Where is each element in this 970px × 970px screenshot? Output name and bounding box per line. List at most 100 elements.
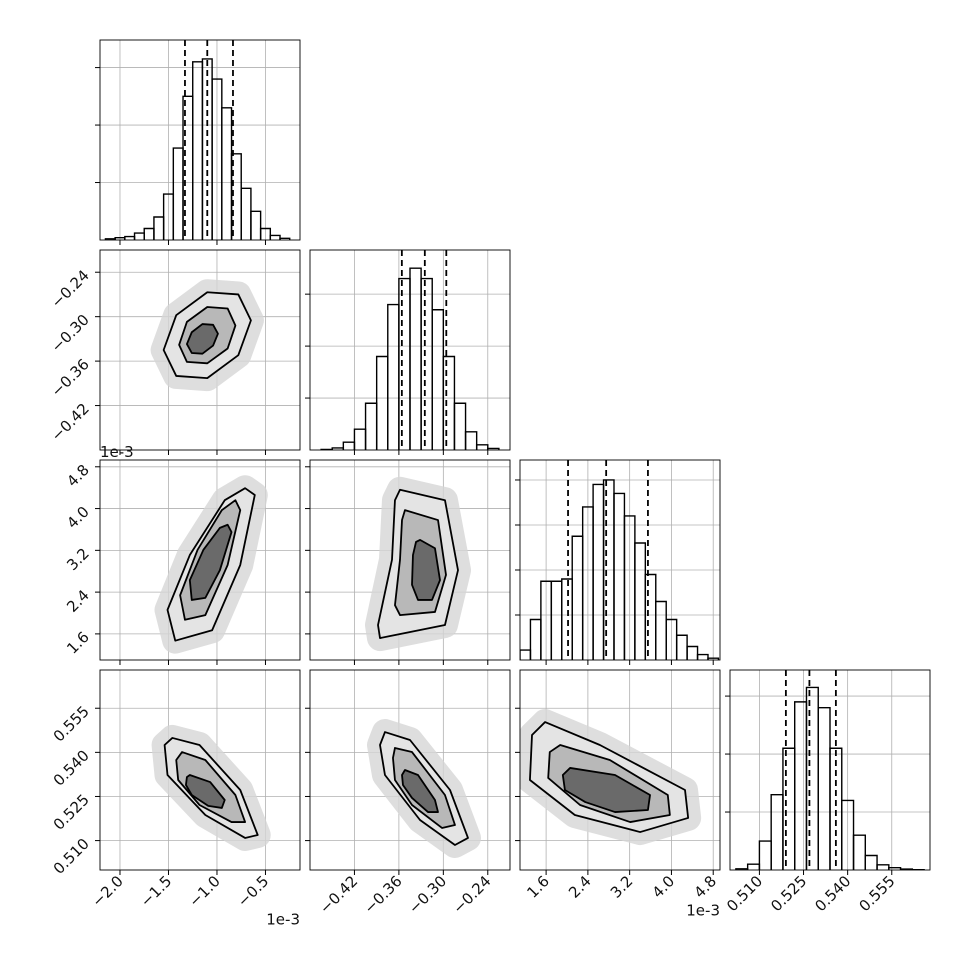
histogram-bin bbox=[153, 216, 165, 240]
histogram-bin bbox=[876, 864, 890, 870]
density bbox=[150, 279, 264, 392]
histogram-bin bbox=[464, 431, 478, 450]
panel: 1.6 2.4 3.2 4.0 4.8 bbox=[63, 459, 301, 665]
histogram-bin bbox=[269, 234, 281, 240]
histogram-bin bbox=[520, 649, 532, 660]
panel-frame bbox=[99, 459, 301, 661]
histogram-bin bbox=[696, 653, 709, 660]
contour bbox=[185, 774, 226, 809]
histogram-bin bbox=[561, 578, 573, 660]
histogram-bin bbox=[124, 235, 136, 240]
histogram-bin bbox=[655, 600, 667, 660]
histogram-bin bbox=[375, 355, 389, 450]
histogram-bin bbox=[817, 706, 831, 870]
contour bbox=[401, 769, 439, 813]
y-tick-label: −0.42 bbox=[48, 400, 93, 445]
histogram-bin bbox=[487, 447, 500, 450]
histogram-bin bbox=[707, 657, 720, 660]
histogram-bin bbox=[453, 402, 467, 450]
panel-frame bbox=[99, 669, 301, 871]
x-tick-label: 4.0 bbox=[649, 872, 679, 902]
panel-frame bbox=[519, 669, 721, 871]
x-tick-label: −2.0 bbox=[88, 872, 126, 910]
histogram-bin bbox=[133, 232, 145, 240]
x-tick-label: 0.540 bbox=[811, 872, 854, 915]
y-tick-label: 0.525 bbox=[50, 791, 93, 834]
histogram-bin bbox=[259, 227, 272, 240]
x-offset-label: 1e-3 bbox=[266, 911, 300, 929]
histogram-bin bbox=[431, 309, 445, 450]
x-tick-label: 1.6 bbox=[523, 872, 553, 902]
contour bbox=[411, 538, 441, 601]
panel bbox=[725, 669, 931, 875]
panel: −0.42−0.36−0.30−0.24 bbox=[48, 249, 301, 455]
histogram-bin bbox=[192, 61, 204, 240]
panel-frame bbox=[729, 669, 931, 871]
histogram-bin bbox=[250, 210, 262, 240]
panel bbox=[515, 669, 721, 875]
x-tick-label: −0.5 bbox=[234, 872, 272, 910]
histogram-bin bbox=[613, 492, 626, 660]
y-tick-label: −0.30 bbox=[48, 311, 93, 356]
histogram-bin bbox=[221, 107, 233, 240]
histogram-bin bbox=[746, 863, 761, 870]
histogram-bin bbox=[420, 277, 433, 450]
histogram-bin bbox=[805, 686, 819, 870]
histogram-bin bbox=[240, 187, 252, 240]
y-tick-label: 4.8 bbox=[63, 461, 93, 491]
y-tick-label: 1.6 bbox=[63, 628, 93, 658]
histogram-bin bbox=[770, 793, 784, 870]
x-tick-labels: 0.510 0.525 0.540 0.555 bbox=[723, 872, 898, 915]
histogram-bin bbox=[442, 355, 456, 450]
histogram-bin bbox=[571, 535, 584, 660]
x-tick-label: 0.555 bbox=[855, 872, 898, 915]
histogram-bin bbox=[592, 483, 605, 660]
histogram-bin bbox=[758, 840, 772, 870]
histogram-bin bbox=[529, 618, 542, 660]
histogram bbox=[104, 40, 291, 240]
y-tick-label: 3.2 bbox=[63, 544, 93, 574]
panel bbox=[305, 459, 511, 665]
histogram-bin bbox=[342, 441, 356, 450]
x-tick-labels: −0.42 −0.36 −0.30 −0.24 bbox=[316, 872, 495, 917]
x-tick-label: −0.24 bbox=[449, 872, 494, 917]
x-offset-label: 1e-3 bbox=[686, 902, 720, 920]
density bbox=[365, 476, 471, 652]
histogram-bin bbox=[852, 834, 866, 870]
histogram bbox=[320, 250, 500, 450]
y-tick-label: 0.540 bbox=[50, 746, 93, 789]
y-tick-label: −0.24 bbox=[48, 266, 93, 311]
y-tick-label: 0.555 bbox=[50, 702, 93, 745]
histogram-bin bbox=[794, 701, 808, 870]
contour bbox=[186, 323, 219, 355]
panel-frame bbox=[309, 669, 511, 871]
x-tick-label: 3.2 bbox=[607, 872, 637, 902]
histogram bbox=[520, 460, 720, 660]
x-tick-label: −0.36 bbox=[360, 872, 405, 917]
y-tick-label: −0.36 bbox=[48, 355, 93, 400]
x-tick-label: −1.0 bbox=[185, 872, 223, 910]
histogram-bin bbox=[686, 645, 699, 660]
panel-frame bbox=[309, 249, 511, 451]
histogram-bin bbox=[398, 277, 411, 450]
x-tick-label: 0.525 bbox=[767, 872, 810, 915]
histogram-bin bbox=[475, 444, 489, 450]
histogram-bin bbox=[143, 227, 155, 240]
histogram-bin bbox=[644, 573, 657, 660]
histogram-bin bbox=[634, 542, 647, 660]
panel-frame bbox=[519, 459, 721, 661]
x-tick-label: −0.30 bbox=[405, 872, 450, 917]
density bbox=[520, 709, 702, 846]
x-tick-label: −1.5 bbox=[137, 872, 175, 910]
y-tick-label: 2.4 bbox=[63, 586, 93, 616]
histogram-bin bbox=[387, 303, 400, 450]
histogram-bin bbox=[409, 267, 422, 450]
histogram-bin bbox=[279, 237, 291, 240]
histogram-bin bbox=[782, 747, 796, 870]
density bbox=[154, 475, 268, 654]
histogram-bin bbox=[864, 854, 878, 870]
x-tick-label: −0.42 bbox=[316, 872, 361, 917]
histogram-bin bbox=[172, 147, 184, 240]
